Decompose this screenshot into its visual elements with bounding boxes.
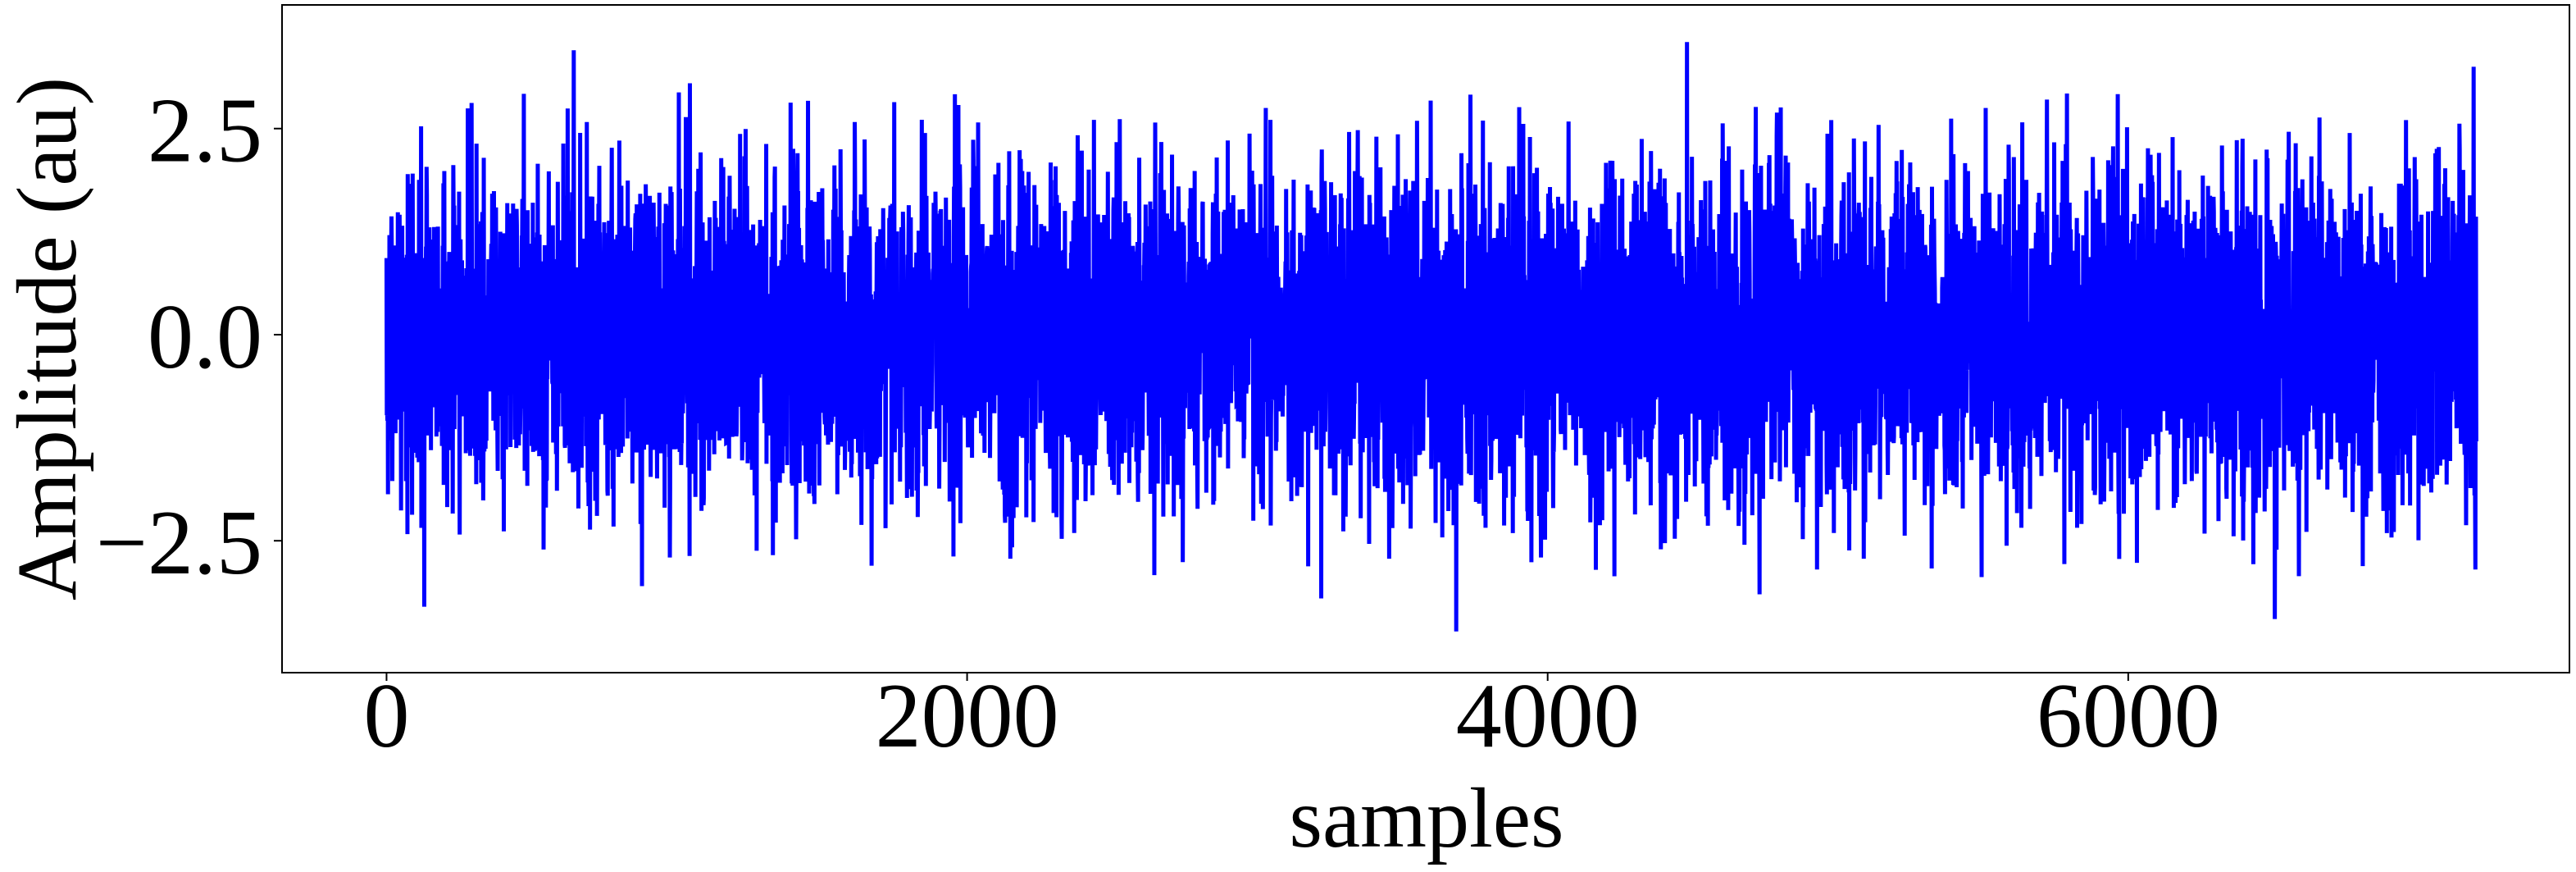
x-tick-label: 6000 (2037, 665, 2220, 767)
y-axis-label: Amplitude (au) (0, 77, 94, 600)
x-tick-label: 0 (363, 665, 409, 767)
signal-series (384, 42, 2478, 632)
x-tick-label: 4000 (1456, 665, 1640, 767)
y-axis-ticks: −2.5 0.0 2.5 (96, 80, 282, 594)
signal-line (384, 42, 2478, 632)
x-axis-ticks: 0 2000 4000 6000 (363, 665, 2219, 767)
x-tick-label: 2000 (876, 665, 1059, 767)
y-tick-label: 0.0 (148, 286, 262, 388)
y-tick-label: 2.5 (148, 80, 262, 182)
plot-area-frame (281, 4, 2570, 673)
y-tick-label: −2.5 (96, 492, 262, 594)
x-axis-label: samples (1289, 771, 1563, 865)
